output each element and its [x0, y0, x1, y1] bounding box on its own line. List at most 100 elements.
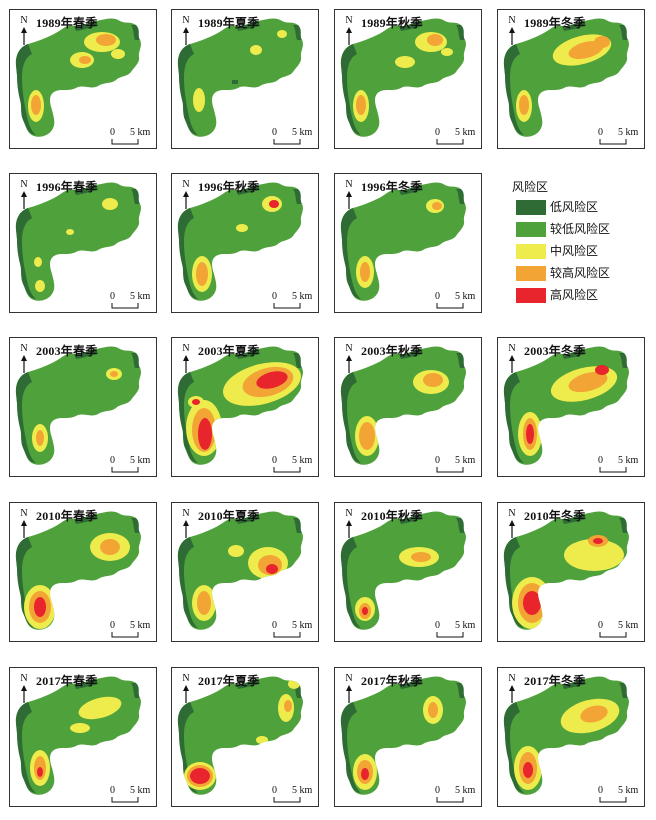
scale-five: 5 km — [292, 620, 313, 631]
panel-title: 2010年夏季 — [198, 509, 260, 523]
north-label: N — [508, 508, 516, 519]
legend-swatch-high — [516, 288, 546, 303]
panel-title: 1989年春季 — [36, 16, 98, 30]
scale-five: 5 km — [618, 785, 639, 796]
panel-title: 2017年秋季 — [361, 674, 423, 688]
map-panel: 2003年春季 N 0 5 km — [9, 337, 157, 477]
north-arrow: N — [18, 509, 30, 539]
panel-title: 2003年冬季 — [524, 344, 586, 358]
scale-five: 5 km — [292, 127, 313, 138]
scale-zero: 0 — [110, 127, 115, 138]
panel-title: 2010年春季 — [36, 509, 98, 523]
scale-bar: 0 5 km — [598, 621, 640, 639]
map-panel: 2017年冬季 N 0 5 km — [497, 667, 645, 807]
north-label: N — [20, 179, 28, 190]
scale-bar: 0 5 km — [598, 128, 640, 146]
legend-swatch-lower — [516, 222, 546, 237]
legend-swatch-medium — [516, 244, 546, 259]
risk-map — [15, 511, 141, 630]
scale-bar-line — [436, 139, 464, 145]
north-label: N — [182, 15, 190, 26]
north-label: N — [508, 343, 516, 354]
north-label: N — [182, 508, 190, 519]
panel-title: 1996年冬季 — [361, 180, 423, 194]
north-label: N — [345, 343, 353, 354]
north-arrow: N — [180, 344, 192, 374]
scale-five: 5 km — [292, 291, 313, 302]
scale-zero: 0 — [598, 127, 603, 138]
scale-zero: 0 — [272, 291, 277, 302]
scale-five: 5 km — [618, 455, 639, 466]
north-label: N — [20, 343, 28, 354]
panel-title: 1996年春季 — [36, 180, 98, 194]
scale-bar-line — [273, 303, 301, 309]
risk-map — [503, 346, 629, 465]
north-arrow: N — [343, 344, 355, 374]
north-arrow-icon — [21, 355, 27, 373]
north-arrow-icon — [509, 520, 515, 538]
north-arrow-icon — [346, 191, 352, 209]
scale-bar: 0 5 km — [110, 292, 152, 310]
map-panel: 2003年夏季 N 0 5 km — [171, 337, 319, 477]
north-label: N — [20, 673, 28, 684]
scale-bar: 0 5 km — [272, 456, 314, 474]
map-panel: 1996年春季 N 0 5 km — [9, 173, 157, 313]
risk-map — [503, 676, 629, 795]
scale-bar: 0 5 km — [435, 456, 477, 474]
scale-five: 5 km — [292, 455, 313, 466]
map-panel: 2017年夏季 N 0 5 km — [171, 667, 319, 807]
north-arrow: N — [506, 16, 518, 46]
legend-label-medium: 中风险区 — [550, 244, 599, 258]
scale-zero: 0 — [110, 291, 115, 302]
scale-five: 5 km — [618, 620, 639, 631]
north-label: N — [182, 343, 190, 354]
north-arrow-icon — [346, 355, 352, 373]
north-arrow-icon — [21, 27, 27, 45]
panel-title: 2003年秋季 — [361, 344, 423, 358]
scale-bar-line — [273, 139, 301, 145]
risk-map — [15, 18, 141, 137]
north-label: N — [508, 15, 516, 26]
scale-bar-line — [111, 632, 139, 638]
north-arrow-icon — [346, 27, 352, 45]
risk-map — [340, 182, 466, 301]
panel-title: 2010年冬季 — [524, 509, 586, 523]
legend-label-higher: 较高风险区 — [550, 266, 611, 280]
map-panel: 2010年秋季 N 0 5 km — [334, 502, 482, 642]
scale-bar-line — [111, 467, 139, 473]
panel-title: 2003年夏季 — [198, 344, 260, 358]
scale-bar: 0 5 km — [110, 621, 152, 639]
scale-five: 5 km — [292, 785, 313, 796]
scale-zero: 0 — [598, 620, 603, 631]
north-arrow-icon — [183, 685, 189, 703]
north-arrow-icon — [183, 191, 189, 209]
legend-item-lower: 较低风险区 — [516, 222, 652, 238]
north-label: N — [182, 179, 190, 190]
scale-zero: 0 — [272, 785, 277, 796]
scale-bar: 0 5 km — [598, 456, 640, 474]
north-label: N — [508, 673, 516, 684]
scale-zero: 0 — [110, 455, 115, 466]
scale-bar: 0 5 km — [272, 128, 314, 146]
risk-map — [15, 676, 141, 795]
scale-five: 5 km — [455, 127, 476, 138]
legend-label-lower: 较低风险区 — [550, 222, 611, 236]
scale-zero: 0 — [435, 127, 440, 138]
scale-zero: 0 — [110, 785, 115, 796]
scale-bar-line — [599, 467, 627, 473]
risk-map — [177, 676, 303, 795]
scale-bar-line — [599, 797, 627, 803]
risk-map — [340, 676, 466, 795]
north-arrow-icon — [346, 520, 352, 538]
legend-label-low: 低风险区 — [550, 200, 599, 214]
north-arrow-icon — [183, 520, 189, 538]
scale-bar: 0 5 km — [110, 456, 152, 474]
scale-zero: 0 — [435, 291, 440, 302]
panel-title: 1996年秋季 — [198, 180, 260, 194]
risk-map — [177, 346, 303, 465]
north-label: N — [345, 15, 353, 26]
legend: 风险区 低风险区 较低风险区 中风险区 较高风险区 高风险区 — [512, 178, 652, 318]
north-arrow: N — [18, 180, 30, 210]
north-arrow: N — [18, 674, 30, 704]
north-arrow: N — [180, 180, 192, 210]
